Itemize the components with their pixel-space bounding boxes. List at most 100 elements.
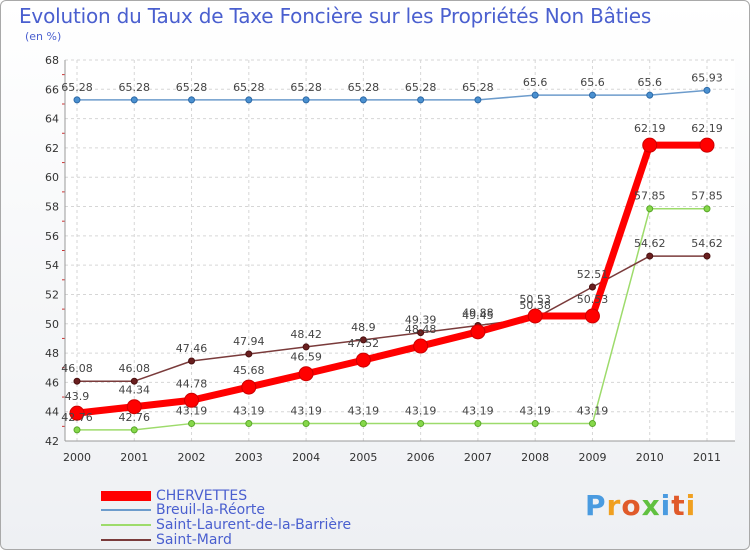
data-point-chervettes (69, 405, 85, 421)
y-tick-label: 60 (45, 171, 59, 184)
data-label-breuil: 65.28 (462, 81, 494, 94)
data-point-chervettes (126, 399, 142, 415)
data-point-breuil (188, 96, 196, 104)
data-point-breuil (73, 96, 81, 104)
data-label-saint-mard: 47.94 (233, 335, 265, 348)
y-tick-label: 56 (45, 230, 59, 243)
data-label-saint-mard: 48.42 (290, 328, 322, 341)
series-line-chervettes (73, 141, 711, 417)
y-tick-label: 54 (45, 259, 59, 272)
data-point-breuil (703, 86, 711, 94)
data-point-saint-mard (130, 377, 138, 385)
data-label-saint-mard: 47.46 (176, 342, 208, 355)
x-tick-label: 2004 (292, 451, 320, 464)
data-label-saint-mard: 54.62 (634, 237, 666, 250)
data-label-chervettes: 47.52 (348, 337, 380, 350)
data-point-saint-mard (245, 350, 253, 358)
x-tick-label: 2009 (578, 451, 606, 464)
legend-label-saint-mard: Saint-Mard (156, 532, 232, 548)
y-tick-label: 62 (45, 142, 59, 155)
x-tick-label: 2005 (349, 451, 377, 464)
y-tick-label: 44 (45, 406, 59, 419)
data-label-saint-laurent: 57.85 (634, 190, 666, 203)
data-point-chervettes (642, 137, 658, 153)
series-line-saint-laurent (76, 207, 708, 431)
chart-subtitle: (en %) (25, 30, 62, 43)
legend-label-saint-laurent: Saint-Laurent-de-la-Barrière (156, 517, 352, 533)
data-label-saint-mard: 46.08 (119, 362, 151, 375)
legend-swatch-breuil (101, 509, 151, 511)
data-point-saint-laurent (531, 420, 539, 428)
y-tick-label: 46 (45, 376, 59, 389)
x-tick-label: 2011 (693, 451, 721, 464)
plot-area (65, 60, 735, 441)
x-tick-label: 2000 (63, 451, 91, 464)
data-point-saint-laurent (474, 420, 482, 428)
logo-letter: P (585, 489, 607, 522)
x-tick-label: 2006 (407, 451, 435, 464)
data-label-chervettes: 62.19 (691, 122, 723, 135)
data-label-saint-mard: 49.39 (405, 314, 437, 327)
data-point-breuil (130, 96, 138, 104)
data-label-breuil: 65.28 (119, 81, 151, 94)
data-point-breuil (302, 96, 310, 104)
data-label-saint-laurent: 43.19 (233, 405, 265, 418)
data-label-saint-mard: 49.88 (462, 307, 494, 320)
logo-letter: t (671, 489, 686, 522)
data-point-saint-mard (302, 343, 310, 351)
data-label-chervettes: 46.59 (290, 351, 322, 364)
legend-label-breuil: Breuil-la-Réorte (156, 502, 266, 518)
data-label-chervettes: 43.9 (65, 390, 90, 403)
x-tick-label: 2003 (235, 451, 263, 464)
data-point-chervettes (298, 366, 314, 382)
x-tick-label: 2007 (464, 451, 492, 464)
data-label-saint-laurent: 43.19 (348, 405, 380, 418)
legend-swatch-chervettes (101, 491, 151, 501)
data-point-breuil (245, 96, 253, 104)
data-label-breuil: 65.6 (523, 76, 548, 89)
data-label-breuil: 65.28 (61, 81, 93, 94)
data-point-saint-laurent (703, 205, 711, 213)
data-label-saint-mard: 52.51 (577, 268, 609, 281)
data-point-saint-mard (188, 357, 196, 365)
y-tick-label: 52 (45, 288, 59, 301)
data-point-saint-mard (73, 377, 81, 385)
data-point-saint-laurent (245, 420, 253, 428)
data-point-breuil (646, 91, 654, 99)
data-label-chervettes: 49.45 (462, 309, 494, 322)
data-point-breuil (588, 91, 596, 99)
data-point-chervettes (241, 379, 257, 395)
logo-letter: r (606, 489, 622, 522)
data-point-saint-mard (588, 283, 596, 291)
y-tick-label: 50 (45, 318, 59, 331)
data-point-saint-laurent (302, 420, 310, 428)
data-point-chervettes (470, 324, 486, 340)
legend-swatch-saint-laurent (101, 524, 151, 526)
data-point-saint-laurent (73, 426, 81, 434)
proxiti-logo: Proxiti (585, 489, 696, 522)
data-label-chervettes: 44.78 (176, 377, 208, 390)
data-point-saint-mard (646, 252, 654, 260)
x-tick-label: 2002 (178, 451, 206, 464)
data-point-breuil (359, 96, 367, 104)
data-label-saint-laurent: 43.19 (577, 405, 609, 418)
x-tick-label: 2001 (120, 451, 148, 464)
data-label-saint-laurent: 57.85 (691, 190, 723, 203)
data-label-breuil: 65.28 (290, 81, 322, 94)
data-label-saint-mard: 54.62 (691, 237, 723, 250)
data-label-saint-laurent: 43.19 (462, 405, 494, 418)
data-point-chervettes (584, 308, 600, 324)
logo-letter: i (685, 489, 697, 522)
data-label-saint-mard: 50.38 (519, 299, 551, 312)
data-point-saint-mard (703, 252, 711, 260)
data-point-saint-laurent (417, 420, 425, 428)
data-label-breuil: 65.93 (691, 71, 723, 84)
data-label-saint-laurent: 42.76 (61, 411, 93, 424)
data-label-breuil: 65.28 (233, 81, 265, 94)
data-point-saint-laurent (588, 420, 596, 428)
data-label-breuil: 65.28 (405, 81, 437, 94)
data-label-chervettes: 50.53 (519, 293, 551, 306)
data-point-chervettes (527, 308, 543, 324)
